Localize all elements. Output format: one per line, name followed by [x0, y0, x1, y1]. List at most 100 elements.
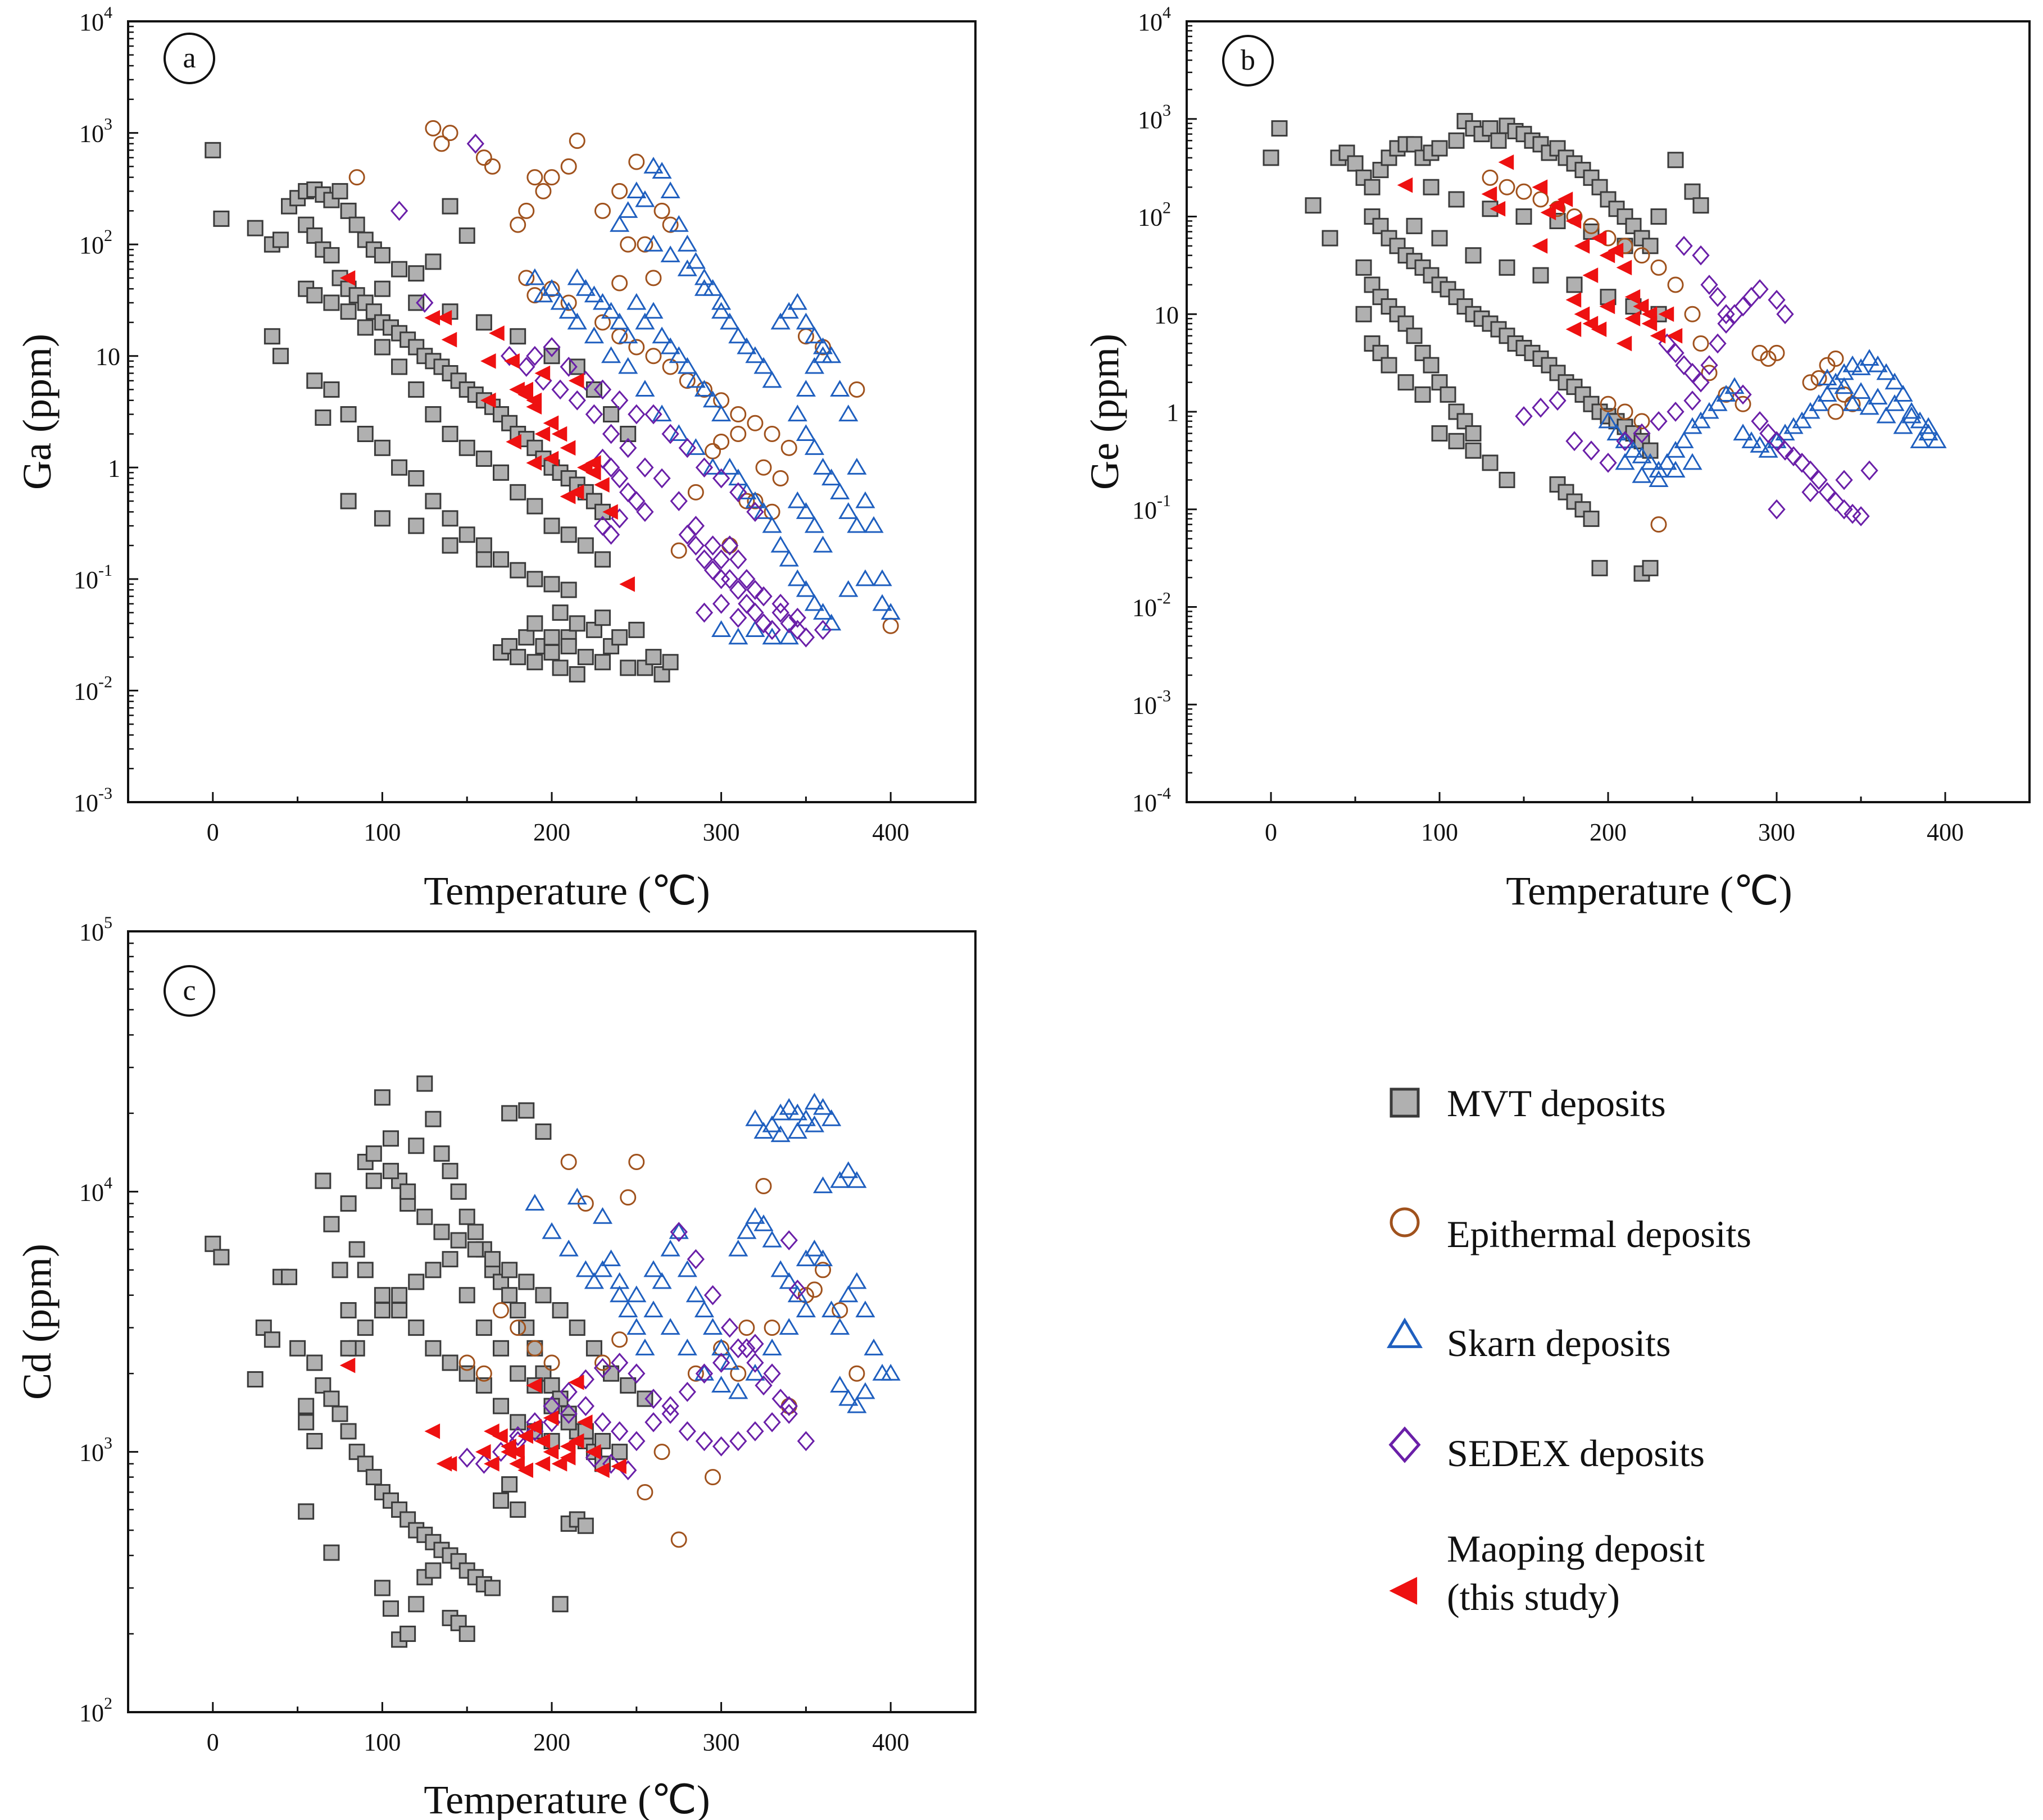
point-mvt: [408, 1273, 425, 1290]
legend-symbol: [1388, 1426, 1421, 1463]
point-maoping: [543, 451, 559, 467]
point-mvt: [1305, 197, 1322, 214]
point-mvt: [1431, 230, 1448, 247]
point-maoping: [1532, 238, 1548, 254]
point-mvt: [1406, 217, 1423, 234]
y-tick-label: 102: [79, 1694, 112, 1727]
point-skarn: [1691, 411, 1711, 429]
point-epithermal: [747, 415, 764, 431]
point-skarn: [728, 1239, 748, 1257]
point-mvt: [374, 339, 391, 356]
legend-symbol: [1389, 1577, 1418, 1605]
legend-item-sedex: SEDEX deposits: [1388, 1426, 1705, 1475]
point-mvt: [433, 1145, 450, 1162]
point-mvt: [569, 666, 585, 683]
point-skarn: [787, 569, 807, 586]
point-mvt: [348, 216, 365, 233]
point-skarn: [770, 1125, 791, 1143]
point-maoping: [339, 1357, 356, 1373]
point-skarn: [804, 357, 825, 374]
point-mvt: [1448, 433, 1465, 449]
point-epithermal: [705, 1469, 721, 1486]
point-sedex: [746, 1353, 764, 1373]
point-mvt: [382, 1600, 399, 1617]
point-skarn: [702, 390, 723, 408]
point-epithermal: [1735, 395, 1751, 412]
point-mvt: [323, 247, 340, 263]
point-mvt: [493, 1492, 510, 1509]
point-mvt: [518, 629, 535, 646]
point-epithermal: [1532, 191, 1549, 208]
point-mvt: [501, 1262, 518, 1278]
point-skarn: [660, 1318, 680, 1335]
point-epithermal: [628, 153, 645, 170]
point-skarn: [635, 190, 655, 207]
point-epithermal: [848, 1365, 865, 1382]
point-mvt: [408, 1596, 425, 1613]
point-mvt: [365, 1145, 382, 1162]
point-skarn: [830, 380, 850, 397]
point-sedex: [687, 516, 705, 536]
point-mvt: [543, 1398, 560, 1414]
point-epithermal: [611, 275, 628, 292]
point-skarn: [804, 326, 825, 344]
point-mvt: [264, 328, 280, 345]
point-mvt: [594, 551, 611, 568]
point-sedex: [593, 379, 612, 400]
point-skarn: [779, 549, 799, 567]
point-sedex: [721, 535, 739, 556]
point-epithermal: [815, 1262, 832, 1278]
point-mvt: [662, 654, 679, 671]
point-epithermal: [484, 158, 501, 175]
point-mvt: [1448, 132, 1465, 149]
point-mvt: [510, 1302, 526, 1319]
point-skarn: [753, 357, 774, 374]
point-skarn: [1682, 417, 1703, 434]
point-sedex: [1734, 296, 1752, 317]
point-sedex: [619, 482, 637, 503]
point-mvt: [315, 409, 332, 426]
point-skarn: [1623, 440, 1644, 458]
point-sedex: [1785, 446, 1803, 467]
y-tick-label: 10-1: [74, 561, 112, 594]
point-skarn: [762, 1115, 782, 1132]
point-skarn: [1817, 385, 1837, 402]
point-sedex: [610, 390, 629, 411]
point-mvt: [1558, 484, 1574, 501]
point-mvt: [272, 231, 289, 248]
y-tick-label: 105: [79, 913, 112, 946]
point-maoping: [534, 1456, 551, 1472]
point-mvt: [408, 381, 425, 398]
point-sedex: [610, 1353, 629, 1373]
point-mvt: [501, 1476, 518, 1493]
point-skarn: [1632, 446, 1652, 463]
point-skarn: [745, 346, 765, 363]
point-sedex: [593, 1412, 612, 1432]
point-mvt: [1381, 357, 1397, 374]
panel-label: b: [1241, 44, 1255, 76]
point-maoping: [1650, 327, 1666, 344]
point-skarn: [1674, 431, 1694, 448]
point-epithermal: [458, 1354, 475, 1371]
point-sedex: [746, 580, 764, 600]
legend-symbol: [1387, 1317, 1423, 1348]
point-sedex: [416, 293, 434, 313]
point-sedex: [1675, 235, 1693, 256]
point-skarn: [525, 268, 545, 285]
point-skarn: [711, 620, 732, 637]
point-skarn: [1842, 355, 1863, 372]
point-sedex: [644, 1389, 662, 1409]
point-skarn: [1868, 355, 1888, 372]
point-skarn: [592, 1207, 613, 1224]
point-mvt: [442, 426, 458, 443]
point-skarn: [643, 302, 664, 319]
point-mvt: [526, 571, 543, 588]
point-mvt: [399, 1626, 416, 1642]
point-skarn: [779, 1098, 799, 1115]
point-sedex: [661, 424, 679, 444]
y-tick-label: 10-2: [1132, 589, 1171, 622]
point-sedex: [712, 568, 730, 589]
point-mvt: [493, 1340, 510, 1357]
point-sedex: [712, 1353, 730, 1373]
